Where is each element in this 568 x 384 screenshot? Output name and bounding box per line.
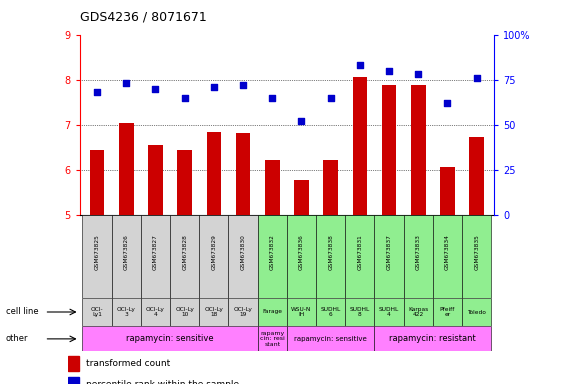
Bar xyxy=(265,160,279,215)
Bar xyxy=(119,122,133,215)
Bar xyxy=(404,298,433,326)
Bar xyxy=(82,215,112,298)
Text: rapamycin: resistant: rapamycin: resistant xyxy=(390,334,476,343)
Bar xyxy=(353,78,367,215)
Point xyxy=(385,68,394,74)
Text: GSM673836: GSM673836 xyxy=(299,234,304,270)
Text: OCI-Ly
4: OCI-Ly 4 xyxy=(146,306,165,318)
Text: GSM673827: GSM673827 xyxy=(153,234,158,270)
Bar xyxy=(228,215,258,298)
Text: GSM673838: GSM673838 xyxy=(328,234,333,270)
Bar xyxy=(469,137,484,215)
Bar xyxy=(287,298,316,326)
Text: transformed count: transformed count xyxy=(86,359,170,368)
Point xyxy=(93,89,102,95)
Text: GDS4236 / 8071671: GDS4236 / 8071671 xyxy=(80,10,206,23)
Text: GSM673835: GSM673835 xyxy=(474,234,479,270)
Bar xyxy=(287,326,374,351)
Bar xyxy=(374,298,404,326)
Bar xyxy=(82,326,258,351)
Text: OCI-Ly
18: OCI-Ly 18 xyxy=(204,306,223,318)
Point xyxy=(326,95,335,101)
Point xyxy=(472,75,481,81)
Bar xyxy=(170,215,199,298)
Text: Toledo: Toledo xyxy=(467,310,486,314)
Text: Farage: Farage xyxy=(262,310,282,314)
Point xyxy=(209,84,218,90)
Bar xyxy=(294,180,309,215)
Bar xyxy=(411,85,425,215)
Text: rapamy
cin: resi
stant: rapamy cin: resi stant xyxy=(260,331,285,347)
Bar xyxy=(207,132,221,215)
Point xyxy=(356,62,365,68)
Point xyxy=(414,71,423,77)
Bar xyxy=(287,215,316,298)
Point xyxy=(151,86,160,92)
Bar xyxy=(199,298,228,326)
Bar xyxy=(316,298,345,326)
Bar xyxy=(258,326,287,351)
Bar xyxy=(323,160,338,215)
Bar xyxy=(112,298,141,326)
Text: GSM673828: GSM673828 xyxy=(182,234,187,270)
Text: GSM673830: GSM673830 xyxy=(240,234,245,270)
Bar xyxy=(141,298,170,326)
Bar xyxy=(462,298,491,326)
Bar xyxy=(374,326,491,351)
Text: SUDHL
4: SUDHL 4 xyxy=(379,306,399,318)
Text: OCI-Ly
10: OCI-Ly 10 xyxy=(175,306,194,318)
Text: percentile rank within the sample: percentile rank within the sample xyxy=(86,381,239,384)
Text: GSM673833: GSM673833 xyxy=(416,234,421,270)
Bar xyxy=(433,215,462,298)
Bar xyxy=(404,215,433,298)
Bar xyxy=(236,133,250,215)
Bar xyxy=(258,298,287,326)
Bar xyxy=(148,145,163,215)
Text: rapamycin: sensitive: rapamycin: sensitive xyxy=(126,334,214,343)
Bar xyxy=(68,377,80,384)
Bar xyxy=(199,215,228,298)
Bar xyxy=(68,356,80,371)
Point xyxy=(297,118,306,124)
Bar xyxy=(112,215,141,298)
Text: GSM673834: GSM673834 xyxy=(445,234,450,270)
Bar xyxy=(82,298,112,326)
Bar xyxy=(462,215,491,298)
Text: OCI-
Ly1: OCI- Ly1 xyxy=(91,306,103,318)
Point xyxy=(180,95,189,101)
Bar xyxy=(382,85,396,215)
Text: rapamycin: sensitive: rapamycin: sensitive xyxy=(294,336,367,342)
Point xyxy=(122,80,131,86)
Text: WSU-N
IH: WSU-N IH xyxy=(291,306,312,318)
Text: GSM673837: GSM673837 xyxy=(387,234,391,270)
Bar xyxy=(345,215,374,298)
Text: GSM673829: GSM673829 xyxy=(211,234,216,270)
Text: other: other xyxy=(6,334,28,343)
Bar xyxy=(433,298,462,326)
Text: GSM673832: GSM673832 xyxy=(270,234,275,270)
Text: GSM673826: GSM673826 xyxy=(124,234,129,270)
Text: OCI-Ly
3: OCI-Ly 3 xyxy=(117,306,136,318)
Point xyxy=(443,100,452,106)
Point xyxy=(268,95,277,101)
Text: Pfeiff
er: Pfeiff er xyxy=(440,306,455,318)
Bar xyxy=(345,298,374,326)
Bar xyxy=(177,150,192,215)
Bar xyxy=(170,298,199,326)
Point xyxy=(239,82,248,88)
Bar xyxy=(316,215,345,298)
Bar xyxy=(374,215,404,298)
Text: cell line: cell line xyxy=(6,308,38,316)
Bar xyxy=(258,215,287,298)
Text: OCI-Ly
19: OCI-Ly 19 xyxy=(233,306,253,318)
Text: SUDHL
6: SUDHL 6 xyxy=(320,306,341,318)
Text: GSM673825: GSM673825 xyxy=(94,234,99,270)
Bar xyxy=(440,167,455,215)
Text: GSM673831: GSM673831 xyxy=(357,234,362,270)
Text: SUDHL
8: SUDHL 8 xyxy=(350,306,370,318)
Bar xyxy=(228,298,258,326)
Text: Karpas
422: Karpas 422 xyxy=(408,306,428,318)
Bar xyxy=(90,150,105,215)
Bar xyxy=(141,215,170,298)
